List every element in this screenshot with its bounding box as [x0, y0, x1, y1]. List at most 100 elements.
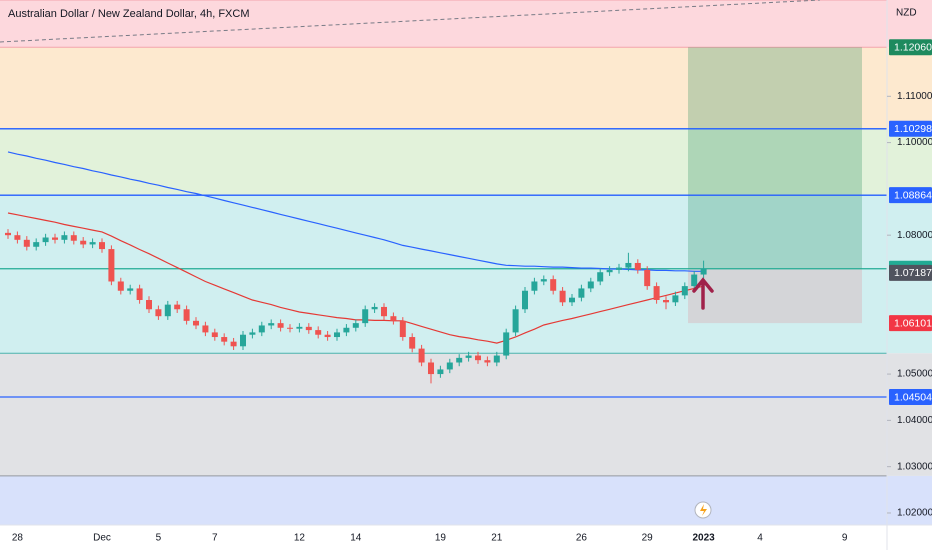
currency: NZD [896, 8, 917, 19]
y-tick-label: 1.11000 [897, 91, 932, 102]
event-icon [700, 504, 707, 516]
candle-body [522, 290, 528, 310]
x-tick-label: Dec [93, 533, 111, 544]
candle-body [381, 306, 387, 317]
candle-body [136, 288, 143, 300]
candle-body [681, 286, 688, 296]
candle-body [183, 309, 190, 321]
zone [0, 47, 932, 129]
candle-body [399, 320, 406, 338]
x-tick-label: 12 [294, 533, 306, 544]
zones [0, 0, 932, 525]
price-label: 1.06101 [894, 317, 932, 329]
candle-body [249, 332, 256, 335]
zone [0, 0, 932, 48]
price-label-box [889, 120, 932, 137]
candle-body [587, 281, 594, 289]
candle-body [512, 309, 519, 333]
candle-body [362, 309, 369, 324]
candle-body [484, 360, 491, 363]
y-tick-label: 1.05000 [897, 369, 932, 380]
price-label: 1.08864 [894, 189, 932, 201]
candle-body [89, 242, 96, 245]
candle-body [258, 325, 265, 333]
candle-body [155, 309, 162, 317]
candle-body [371, 306, 378, 310]
candle-body [606, 269, 613, 273]
candle-body [70, 235, 77, 241]
candle-body [343, 327, 350, 333]
price-label: 1.10298 [894, 123, 932, 135]
x-tick-label: 29 [642, 533, 654, 544]
candle-body [164, 304, 171, 317]
candle-body [14, 235, 21, 240]
x-tick-label: 5 [156, 533, 162, 544]
x-tick-label: 2023 [692, 533, 715, 544]
x-tick-label: 4 [757, 533, 763, 544]
candle-body [578, 288, 585, 298]
candle-body [23, 239, 30, 247]
y-tick-label: 1.03000 [897, 461, 932, 472]
price-label: 1.04504 [894, 391, 932, 403]
candle-body [42, 237, 49, 243]
price-label-box [889, 187, 932, 204]
zone [0, 475, 932, 525]
candle-body [428, 362, 434, 375]
x-tick-label: 26 [576, 533, 588, 544]
candle-body [240, 334, 246, 347]
moving-average [7, 151, 704, 272]
candle-body [644, 269, 651, 287]
price-label-box [889, 315, 932, 332]
x-tick-label: 21 [491, 533, 503, 544]
candle-body [409, 337, 416, 349]
time-axis [0, 525, 932, 550]
candle-body [691, 274, 698, 287]
candle-body [672, 295, 679, 303]
price-label-box [889, 389, 932, 406]
x-tick-label: 7 [212, 533, 218, 544]
candle-body [437, 369, 444, 375]
candle-body [52, 237, 58, 240]
candle-body [559, 290, 566, 303]
candle-body [625, 262, 632, 268]
zone [0, 195, 932, 354]
candle-body [475, 355, 481, 361]
candle-body [80, 240, 87, 245]
candle-body [465, 355, 472, 358]
candle-body [296, 326, 303, 329]
trend-line [0, 0, 821, 43]
candle-body [127, 288, 134, 291]
candle-body [700, 268, 707, 275]
candle-body [569, 297, 575, 303]
candle-body [117, 281, 124, 291]
candle-body [174, 304, 181, 310]
candle-body [287, 327, 293, 329]
candle-body [61, 235, 68, 240]
zone [0, 353, 932, 476]
candle-body [99, 242, 105, 250]
candle-body [230, 341, 237, 347]
candle-body [550, 279, 557, 291]
price-label: 1.07187 [894, 267, 932, 279]
candle-body [33, 242, 40, 247]
candle-body [446, 362, 453, 370]
x-tick-label: 9 [842, 533, 848, 544]
candle-body [315, 330, 322, 335]
price-axis: 1.02000 1.03000 1.04000 1.05000 1.08000 1.100… [887, 39, 932, 519]
y-tick-label: 1.08000 [897, 230, 932, 241]
candle-body [540, 279, 547, 282]
chart-title: Australian Dollar / New Zealand Dollar, … [8, 8, 249, 20]
candle-body [108, 249, 115, 282]
price-label-box [889, 264, 932, 281]
candle-body [663, 300, 669, 303]
candle-body [503, 332, 510, 356]
candle-body [5, 232, 11, 236]
y-tick-label: 1.10000 [897, 137, 932, 148]
price-label: 1.12060 [894, 42, 932, 54]
candle-body [146, 300, 152, 310]
candle-body [324, 334, 331, 338]
candle-body [653, 286, 660, 300]
candle-body [221, 337, 228, 342]
